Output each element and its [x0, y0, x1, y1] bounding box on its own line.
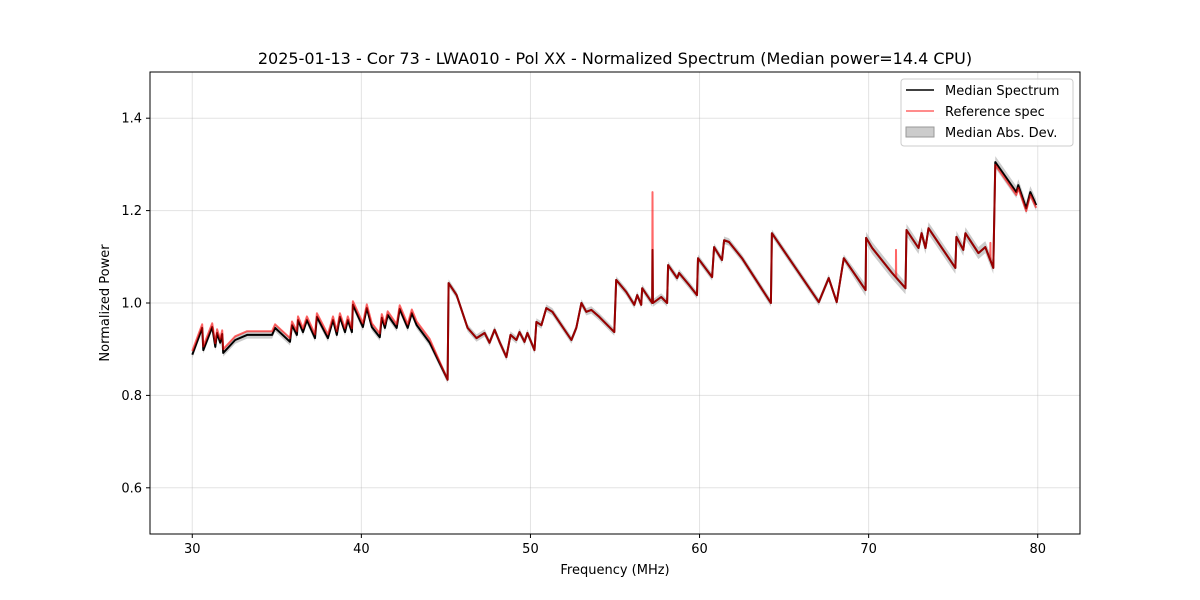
x-axis-label: Frequency (MHz) — [560, 563, 669, 578]
y-tick-label: 0.8 — [121, 389, 142, 404]
legend-mad-swatch — [905, 126, 935, 138]
ticks: 30 40 50 60 70 80 0.6 0.8 1.0 1.2 1.4 — [121, 112, 1046, 557]
x-tick-label: 60 — [691, 542, 708, 557]
x-tick-label: 50 — [522, 542, 539, 557]
median-spectrum-line — [191, 161, 1038, 381]
chart-title: 2025-01-13 - Cor 73 - LWA010 - Pol XX - … — [258, 49, 972, 68]
legend: Median Spectrum Reference spec Median Ab… — [900, 78, 1074, 147]
y-tick-label: 1.4 — [121, 112, 142, 127]
x-tick-label: 70 — [860, 542, 877, 557]
y-axis-label: Normalized Power — [98, 244, 113, 362]
y-tick-label: 1.0 — [121, 297, 142, 312]
y-tick-label: 1.2 — [121, 204, 142, 219]
legend-median-label: Median Spectrum — [945, 84, 1059, 99]
x-tick-label: 40 — [353, 542, 370, 557]
legend-reference-label: Reference spec — [945, 105, 1045, 120]
plot-area — [191, 156, 1038, 384]
x-tick-label: 80 — [1029, 542, 1046, 557]
y-tick-label: 0.6 — [121, 481, 142, 496]
x-tick-label: 30 — [184, 542, 201, 557]
legend-box — [900, 78, 1074, 147]
legend-mad-label: Median Abs. Dev. — [945, 126, 1057, 141]
mad-band — [192, 156, 1037, 384]
reference-spectrum-line — [191, 163, 1038, 381]
